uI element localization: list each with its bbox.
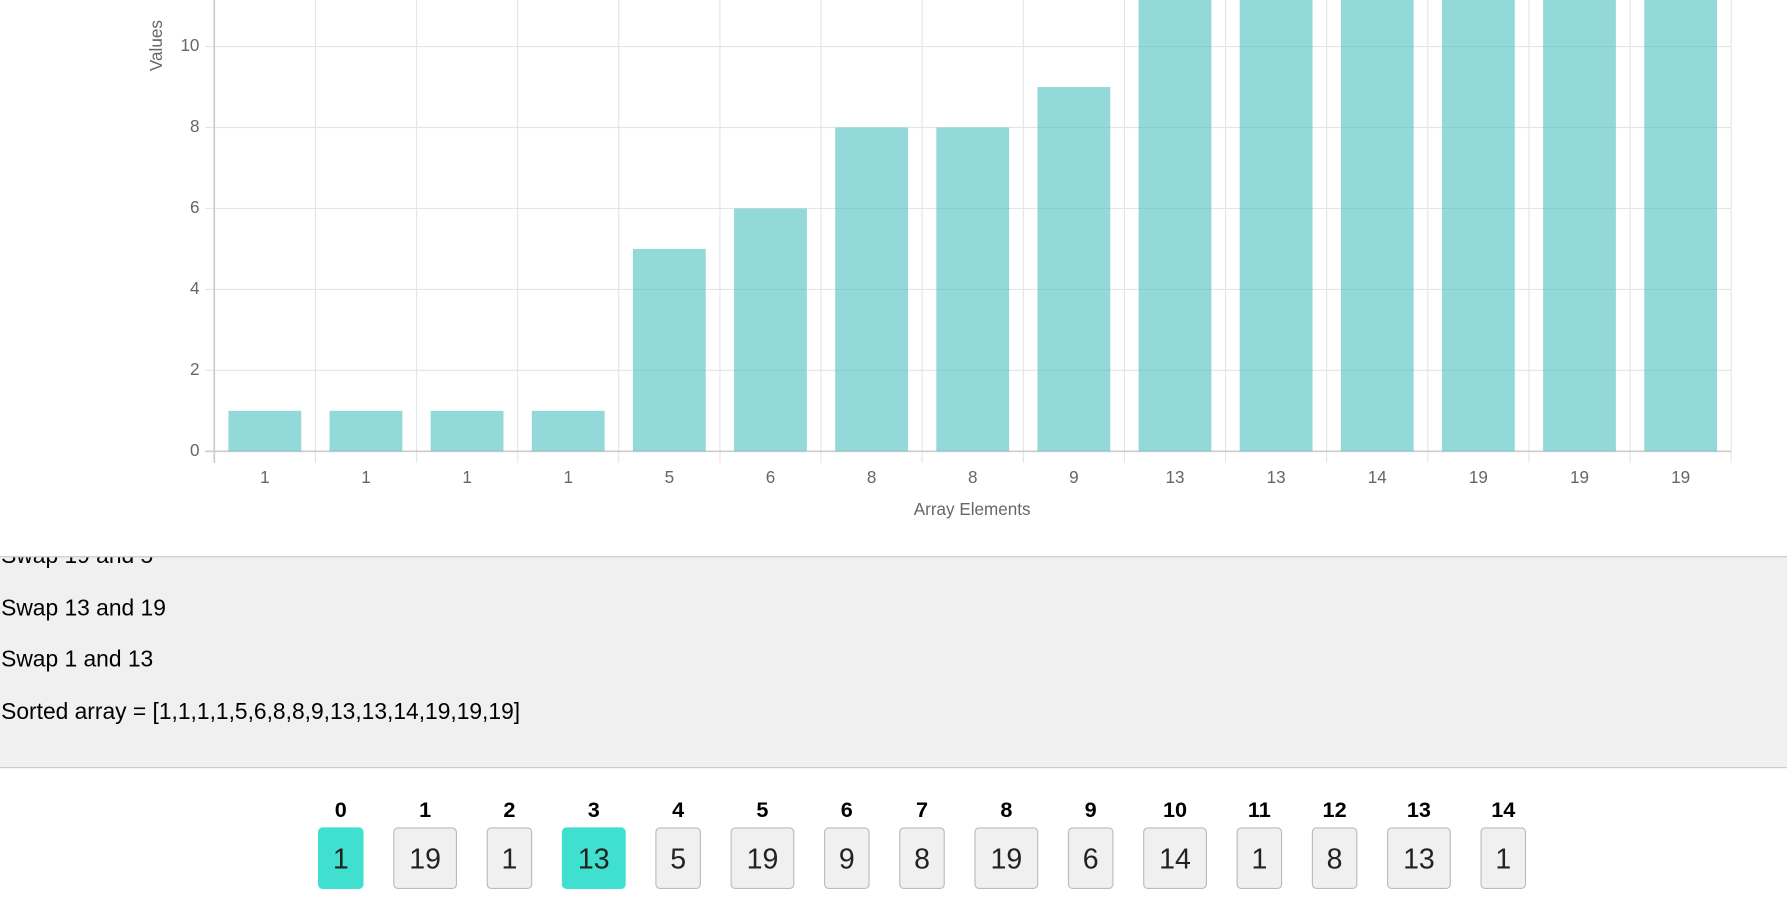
array-cell: 12 8 <box>1311 796 1358 889</box>
array-index: 7 <box>915 798 929 823</box>
array-value: 6 <box>1067 827 1114 889</box>
array-value: 19 <box>730 827 795 889</box>
y-tick-label: 10 <box>180 36 199 55</box>
array-index: 9 <box>1084 798 1097 823</box>
x-tick-label: 9 <box>1069 468 1079 487</box>
array-cell: 13 13 <box>1387 796 1451 889</box>
log-list: Swap 19 and 5 Swap 13 and 19 Swap 1 and 13… <box>0 557 1787 738</box>
bar <box>835 127 909 452</box>
bar <box>1239 0 1313 452</box>
bar <box>1441 0 1515 452</box>
array-value: 13 <box>561 827 626 889</box>
x-tick-label: 14 <box>1368 468 1387 487</box>
x-tick-label: 6 <box>766 468 775 487</box>
array-index: 6 <box>840 798 853 823</box>
bar <box>1340 0 1414 452</box>
bar <box>936 127 1010 452</box>
array-cell: 3 13 <box>561 796 626 889</box>
y-tick-label: 0 <box>190 441 200 460</box>
log-line: Swap 13 and 19 <box>1 595 166 621</box>
array-index: 1 <box>419 798 432 823</box>
log-panel: Swap 19 and 5 Swap 13 and 19 Swap 1 and 13… <box>0 556 1787 769</box>
y-axis-label: Values <box>147 20 166 71</box>
array-value: 9 <box>824 827 870 889</box>
array-index: 12 <box>1322 798 1347 823</box>
bar <box>632 248 706 452</box>
log-line: Swap 1 and 13 <box>1 647 154 673</box>
bar <box>1138 0 1212 452</box>
array-value: 1 <box>486 827 533 889</box>
bar <box>531 410 605 452</box>
bar <box>228 410 302 452</box>
x-tick-label: 5 <box>665 468 674 487</box>
y-tick-label: 6 <box>190 198 200 217</box>
log-line: Sorted array = [1,1,1,1,5,6,8,8,9,13,13,… <box>1 699 521 725</box>
bar <box>734 208 807 452</box>
bar <box>329 410 403 452</box>
array-cell: 10 14 <box>1143 796 1207 889</box>
array-value: 5 <box>655 827 701 889</box>
x-tick-label: 1 <box>563 468 573 487</box>
array-index: 2 <box>503 798 516 823</box>
bar <box>1037 87 1111 452</box>
y-tick-label: 4 <box>190 279 200 298</box>
array-value: 14 <box>1143 827 1207 889</box>
plot-area <box>228 0 1718 452</box>
array-value: 8 <box>1311 827 1358 889</box>
array-index: 8 <box>1000 798 1013 823</box>
y-tick-label: 8 <box>190 117 200 136</box>
log-line: Swap 19 and 5 <box>0 557 1787 583</box>
bar <box>1543 0 1616 452</box>
chart: Array Elements Values 0 2 4 6 8 10 1 1 1 1 5 6 8 8 9 13… <box>147 0 1732 519</box>
array-cell: 14 1 <box>1480 796 1527 889</box>
array-value: 8 <box>899 827 945 889</box>
array-value: 1 <box>317 827 364 889</box>
x-tick-label: 1 <box>260 468 270 487</box>
bar <box>430 410 504 452</box>
array-index: 3 <box>587 798 600 823</box>
bar <box>1644 0 1718 452</box>
x-tick-label: 1 <box>462 468 472 487</box>
array-index: 10 <box>1162 798 1188 823</box>
array-cell: 8 19 <box>974 796 1039 889</box>
array-cell: 11 1 <box>1236 796 1283 889</box>
array-view: 0 1 1 19 2 1 3 13 4 5 5 19 6 9 7 8 8 19 9 6 10 14 11 1 12 8 13 13 14… <box>317 796 1527 889</box>
array-index: 4 <box>672 798 685 823</box>
array-value: 1 <box>1480 827 1527 889</box>
array-index: 5 <box>756 798 769 823</box>
array-cell: 1 19 <box>393 796 458 889</box>
array-index: 11 <box>1247 798 1271 823</box>
x-tick-label: 19 <box>1469 468 1488 487</box>
array-value: 19 <box>974 827 1039 889</box>
x-tick-label: 19 <box>1570 468 1589 487</box>
x-tick-label: 13 <box>1267 468 1286 487</box>
x-tick-label: 13 <box>1165 468 1184 487</box>
x-tick-label: 8 <box>968 468 978 487</box>
array-value: 13 <box>1387 827 1451 889</box>
x-axis-label: Array Elements <box>914 500 1031 519</box>
array-value: 19 <box>393 827 458 889</box>
array-index: 13 <box>1406 798 1431 823</box>
array-value: 1 <box>1236 827 1283 889</box>
array-index: 0 <box>334 798 347 823</box>
x-tick-label: 1 <box>361 468 371 487</box>
y-tick-label: 2 <box>190 360 200 379</box>
array-index: 14 <box>1491 798 1516 823</box>
array-cell: 5 19 <box>730 796 795 889</box>
x-tick-label: 19 <box>1671 468 1690 487</box>
x-tick-label: 8 <box>867 468 877 487</box>
